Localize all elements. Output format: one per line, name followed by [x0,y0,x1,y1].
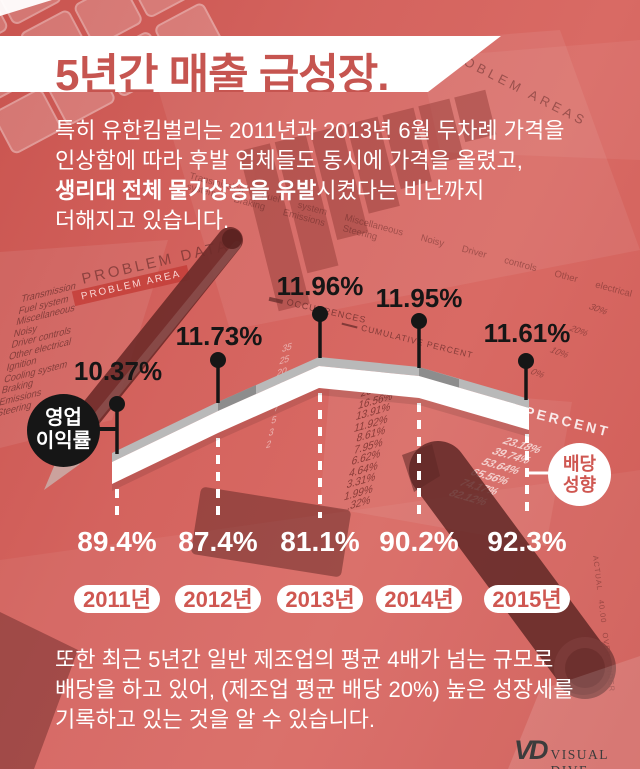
badge-line: 영업 [45,407,82,429]
intro-line-3: 생리대 전체 물가상승을 유발시켰다는 비난까지 [55,176,575,206]
payout-value-2012: 87.4% [178,526,258,557]
year-pill-2014: 2014년 [376,585,462,613]
badge-line: 성향 [562,475,597,495]
year-pill-2011: 2011년 [74,585,160,613]
page-title: 5년간 매출 급성장. [55,51,390,100]
profit-label-2015: 11.61% [483,318,571,348]
data-dot-2013 [312,306,328,322]
profit-label-2012: 11.73% [175,321,263,351]
data-dot-2011 [109,396,125,412]
intro-line-2: 인상함에 따라 후발 업체들도 동시에 가격을 올렸고, [55,148,523,173]
outro-line-3: 기록하고 있는 것을 알 수 있습니다. [55,707,376,732]
dividend-payout-badge: 배당 성향 [548,443,611,506]
operating-profit-badge: 영업 이익률 [27,394,100,467]
intro-line-1: 특히 유한킴벌리는 2011년과 2013년 6월 두차례 가격을 [55,118,565,143]
ribbon-white-face [112,366,529,484]
payout-value-2013: 81.1% [280,526,360,557]
visual-dive-monogram-icon: VD [514,735,548,765]
profit-label-2014: 11.95% [375,283,463,313]
intro-line-3-bold: 생리대 전체 물가상승을 유발 [55,178,317,203]
visual-dive-wordmark: VISUAL DIVE [550,747,609,769]
badge-line: 이익률 [35,430,92,452]
payout-value-2011: 89.4% [77,526,157,557]
year-pill-2013: 2013년 [277,585,363,613]
data-dot-2012 [210,352,226,368]
ribbon-fold-2014 [419,367,459,388]
data-dot-2014 [411,313,427,329]
outro-line-2: 배당을 하고 있어, (제조업 평균 배당 20%) 높은 성장세를 [55,677,574,702]
profit-label-2011: 10.37% [73,356,163,386]
outro-paragraph: 또한 최근 5년간 일반 제조업의 평균 4배가 넘는 규모로 배당을 하고 있… [55,645,595,735]
title-banner: 5년간 매출 급성장. [0,36,501,92]
badge-line: 배당 [562,454,597,474]
intro-line-3-rest: 시켰다는 비난까지 [316,178,485,203]
profit-label-2013: 11.96% [276,271,364,301]
year-pill-2012: 2012년 [175,585,261,613]
year-pill-2015: 2015년 [484,585,570,613]
outro-line-1: 또한 최근 5년간 일반 제조업의 평균 4배가 넘는 규모로 [55,647,554,672]
intro-paragraph: 특히 유한킴벌리는 2011년과 2013년 6월 두차례 가격을 인상함에 따… [55,116,575,236]
visual-dive-logo: VD VISUAL DIVE [514,735,640,769]
data-dot-2015 [518,353,534,369]
payout-value-2014: 90.2% [379,526,459,557]
payout-value-2015: 92.3% [487,526,567,557]
intro-line-4: 더해지고 있습니다. [55,208,230,233]
